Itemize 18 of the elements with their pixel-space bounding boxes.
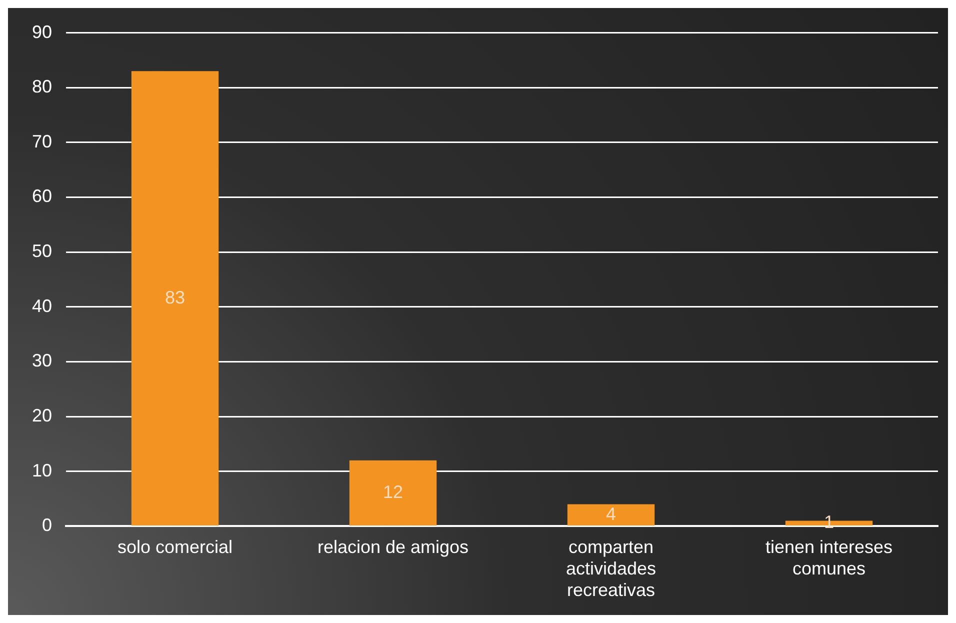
data-label: 1 <box>824 512 834 532</box>
y-tick-label: 10 <box>32 460 52 480</box>
y-tick-label: 40 <box>32 296 52 316</box>
y-tick-label: 50 <box>32 241 52 262</box>
data-label: 4 <box>606 504 616 524</box>
x-tick-label: comparten actividades recreativas <box>566 536 656 600</box>
y-tick-label: 0 <box>42 515 52 536</box>
x-tick-label: solo comercial <box>117 536 233 557</box>
y-tick-label: 90 <box>32 22 52 42</box>
y-tick-label: 20 <box>32 406 52 426</box>
data-label: 83 <box>165 287 186 308</box>
data-label: 12 <box>383 482 404 502</box>
y-tick-label: 30 <box>32 350 52 371</box>
x-tick-label: tienen intereses comunes <box>765 536 893 579</box>
y-tick-label: 70 <box>32 131 52 152</box>
y-tick-label: 80 <box>32 76 52 97</box>
y-tick-label: 60 <box>32 186 52 206</box>
x-tick-label: relacion de amigos <box>317 536 469 557</box>
